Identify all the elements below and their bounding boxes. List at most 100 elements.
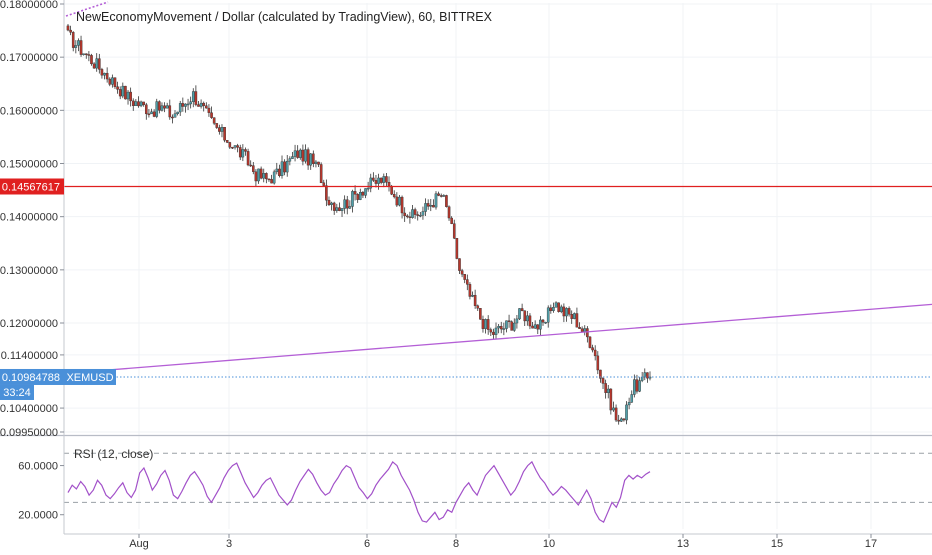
candle-body [79,40,83,55]
candle-body [523,310,527,322]
candle-body [458,258,461,271]
candle-body [205,105,208,109]
x-tick-label: 15 [771,538,783,550]
candle-body [627,402,631,406]
candle-body [252,165,255,172]
resistance-price-tag [0,178,64,195]
candle-body [416,214,420,216]
candle-body [280,161,284,176]
candle-body [494,327,498,335]
candle-body [351,191,354,207]
y-tick-label: 0.15000000 [0,159,58,171]
candle-body [176,111,179,115]
candle-body [92,63,96,69]
candle-body [111,77,114,85]
candle-body [288,158,292,162]
candle-body [445,195,448,207]
x-tick-label: 10 [543,538,555,550]
candle-body [473,294,477,306]
candle-body [160,105,164,111]
candle-body [228,142,232,148]
candle-body [212,117,216,124]
candle-body [549,307,553,311]
candle-body [100,69,104,76]
candle-body [497,325,500,329]
candle-body [447,206,451,219]
candle-body [442,195,446,197]
trend-line-extension [65,1,109,17]
x-tick-label: 13 [677,538,689,550]
candle-body [392,194,396,198]
candle-body [499,325,503,330]
candle-body [118,89,122,97]
candle-body [124,85,127,100]
candle-body [405,215,409,218]
candle-body [249,164,252,167]
candle-body [113,77,117,87]
candle-body [434,193,438,208]
candle-body [437,193,440,196]
candle-body [575,313,579,328]
candle-body [137,101,140,107]
candle-body [633,379,636,395]
candle-body [630,394,634,403]
candle-body [231,147,234,149]
candle-body [306,149,310,166]
candle-body [468,284,472,297]
candle-body [103,72,106,76]
candle-body [69,29,72,33]
y-tick-label: 0.09950000 [0,427,58,439]
candle-body [426,203,430,207]
candle-body [421,211,425,216]
candle-body [385,176,388,183]
candle-body [309,153,313,166]
candle-body [479,308,482,320]
candle-body [588,336,592,348]
countdown-tag [0,384,34,400]
candle-body [353,191,357,195]
candle-body [283,161,286,173]
candle-body [278,168,281,176]
y-tick-label: 0.12000000 [0,318,58,330]
candle-body [356,194,359,200]
candle-body [544,322,547,324]
candle-body [486,319,490,330]
candle-body [265,173,268,180]
symbol-label: XEMUSD [66,372,113,384]
candle-body [541,319,545,323]
candle-body [275,168,279,173]
candle-body [471,294,474,297]
candle-body [452,223,456,239]
candle-body [372,177,375,181]
candle-body [510,321,513,331]
candle-body [408,216,412,218]
x-tick-label: 3 [226,538,232,550]
candle-body [612,407,615,411]
candle-body [419,215,422,217]
candle-body [285,160,289,173]
candle-body [335,207,339,211]
candle-body [476,305,480,309]
rsi-y-tick-label: 60.0000 [18,461,58,473]
candle-body [296,150,299,158]
rsi-pane: RSI (12, close) [64,447,932,523]
candle-body [528,315,532,327]
candle-body [82,53,85,55]
candle-body [515,318,519,324]
candle-body [489,329,493,333]
candle-body [460,270,464,275]
candle-body [233,145,237,148]
x-tick-label: 6 [364,538,370,550]
candle-body [640,376,644,381]
candle-body [536,324,540,330]
candle-body [366,187,370,190]
candle-body [210,112,213,118]
candle-body [301,149,305,162]
candle-body [129,91,132,102]
candle-body [215,123,219,128]
candle-body [291,156,294,159]
candle-body [340,208,344,211]
candle-body [168,105,172,118]
